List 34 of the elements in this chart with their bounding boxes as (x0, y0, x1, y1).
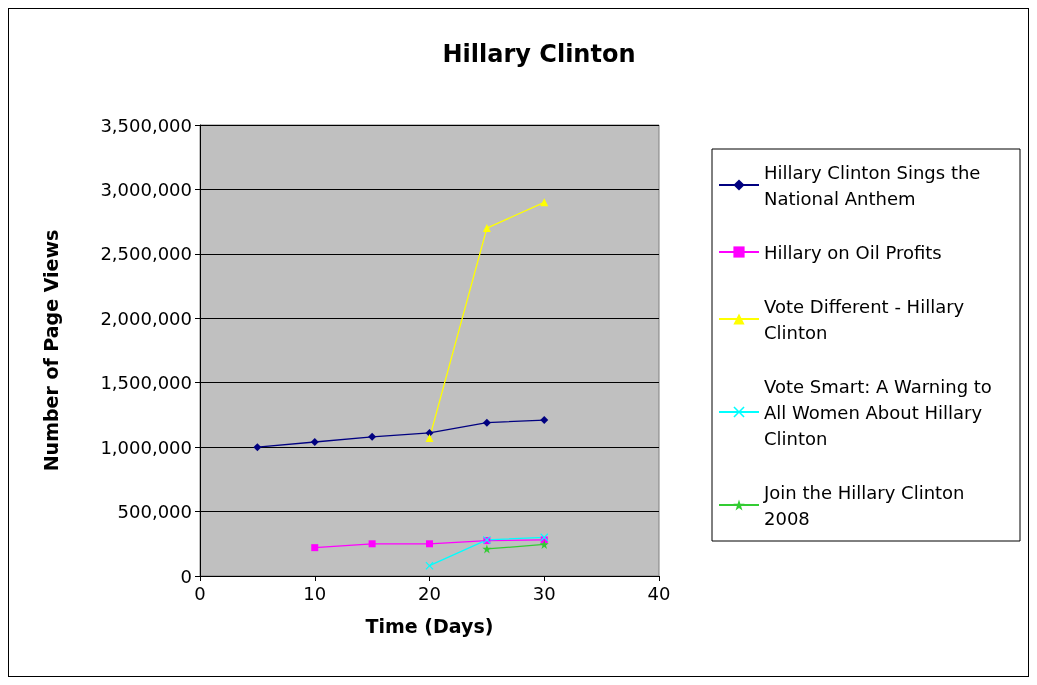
y-tick-label: 0 (180, 565, 192, 587)
point (425, 428, 434, 437)
point (482, 418, 491, 427)
point (368, 540, 376, 548)
point (540, 416, 549, 425)
legend-label: Vote Different - Hillary Clinton (764, 295, 970, 343)
legend-label: Join the Hillary Clinton 2008 (763, 481, 971, 529)
y-tick-label: 500,000 (117, 501, 192, 523)
point (539, 539, 549, 549)
y-tick-label: 2,500,000 (100, 243, 192, 265)
y-tick-label: 3,500,000 (100, 114, 192, 136)
point (253, 443, 262, 452)
chart-title: Hillary Clinton (442, 40, 636, 68)
x-axis-title: Time (Days) (365, 614, 494, 637)
x-tick-label: 0 (194, 582, 206, 604)
x-tick-label: 30 (532, 582, 556, 604)
y-axis-title: Number of Page Views (39, 229, 62, 472)
point (482, 224, 491, 233)
x-tick-label: 10 (303, 582, 327, 604)
point (426, 540, 433, 548)
legend-label: Vote Smart: A Warning to All Women About Hillary Clinton (764, 375, 998, 449)
x-tick-label: 40 (647, 582, 671, 604)
x-tick-label: 20 (418, 582, 441, 604)
point (310, 437, 319, 446)
y-tick-label: 2,000,000 (100, 307, 192, 329)
point (311, 544, 319, 552)
y-tick-label: 3,000,000 (100, 178, 192, 200)
legend-label: Hillary Clinton Sings the National Anthem (764, 161, 987, 209)
point (368, 432, 377, 441)
y-tick-label: 1,000,000 (100, 436, 192, 458)
legend-label: Hillary on Oil Profits (764, 241, 942, 263)
point (425, 434, 434, 443)
point (482, 544, 492, 554)
y-tick-label: 1,500,000 (100, 372, 192, 394)
